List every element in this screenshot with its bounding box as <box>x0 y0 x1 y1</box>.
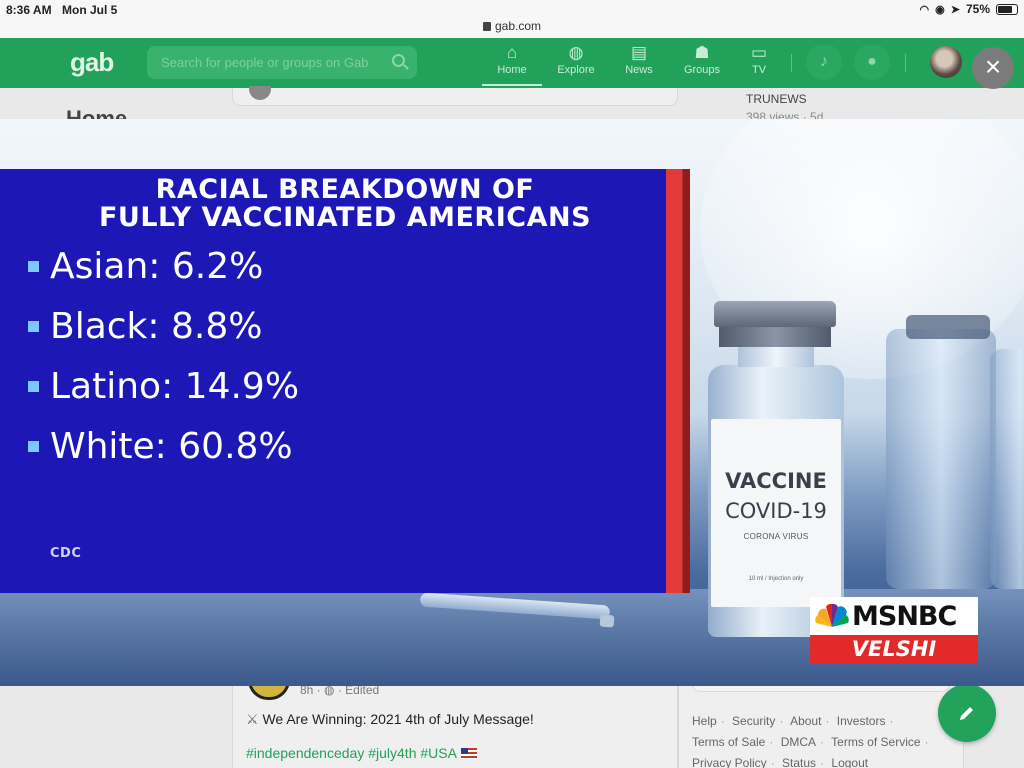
footer-link-privacy[interactable]: Privacy Policy <box>692 756 767 768</box>
bullet-marker <box>28 381 39 392</box>
notifications-bell-icon[interactable]: ♪ <box>806 44 842 80</box>
bullet-marker <box>28 261 39 272</box>
nav-groups-label: Groups <box>683 64 721 76</box>
background-vial <box>886 329 996 589</box>
graphic-heading-line2: FULLY VACCINATED AMERICANS <box>98 202 592 233</box>
nav-explore-label: Explore <box>557 64 595 76</box>
status-indicators: ◠ ◉ ➤ 75% <box>920 2 1018 16</box>
vial-label-line1: VACCINE <box>725 469 827 493</box>
post-edited: Edited <box>345 683 380 697</box>
globe-icon: ◍ · <box>324 683 346 697</box>
lock-icon <box>482 22 491 31</box>
globe-icon: ◍ <box>568 43 584 62</box>
footer-link-help[interactable]: Help <box>692 714 717 728</box>
syringe-needle <box>599 614 615 628</box>
battery-icon <box>996 3 1018 15</box>
nav-news-label: News <box>625 64 653 76</box>
graphic-accent-bar <box>666 169 690 593</box>
vial-label <box>711 419 841 607</box>
stat-asian: Asian: 6.2% <box>50 246 264 287</box>
post-title: We Are Winning: 2021 4th of July Message… <box>262 711 534 727</box>
vial-crimp <box>719 325 831 347</box>
post-text: ⚔ We Are Winning: 2021 4th of July Messa… <box>246 711 534 728</box>
wifi-icon: ◠ <box>919 3 930 16</box>
orientation-lock-icon: ◉ <box>935 3 945 16</box>
post-card <box>232 686 678 768</box>
nav-news[interactable]: ▤ News <box>609 42 669 76</box>
nav-home-label: Home <box>497 64 527 76</box>
home-icon: ⌂ <box>506 43 518 62</box>
nav-divider <box>905 54 906 72</box>
compose-post-button[interactable] <box>938 684 996 742</box>
pencil-icon <box>960 707 973 720</box>
sidebar-video-title[interactable]: TRUNEWS <box>746 92 807 106</box>
footer-link-logout[interactable]: Logout <box>831 756 869 768</box>
vial-label-line3: CORONA VIRUS <box>743 532 809 541</box>
gab-logo[interactable]: gab <box>70 47 114 77</box>
nav-tv-label: TV <box>751 64 767 76</box>
newspaper-icon: ▤ <box>630 43 648 62</box>
footer-links: Help · Security · About · Investors · Terms … <box>692 714 929 768</box>
footer-link-dmca[interactable]: DMCA <box>780 735 817 749</box>
footer-link-terms-of-service[interactable]: Terms of Service <box>831 735 921 749</box>
network-logo: MSNBC VELSHI <box>810 597 978 663</box>
show-name: VELSHI <box>851 637 937 661</box>
peacock-icon <box>815 603 849 627</box>
composer-avatar <box>249 86 271 100</box>
user-avatar[interactable] <box>930 46 962 78</box>
groups-icon: ☗ <box>694 43 710 62</box>
stat-white: White: 60.8% <box>50 426 293 467</box>
footer-link-about[interactable]: About <box>790 714 822 728</box>
post-meta: 8h · ◍ · Edited <box>300 683 379 697</box>
lightbulb-icon[interactable]: ● <box>854 44 890 80</box>
search-icon[interactable] <box>392 54 405 67</box>
graphic-source: CDC <box>50 546 82 561</box>
top-nav-bar: gab Search for people or groups on Gab ⌂… <box>0 38 1024 88</box>
post-tags-text[interactable]: #independenceday #july4th #USA <box>246 745 457 761</box>
vial-neck <box>738 347 814 367</box>
status-time: 8:36 AM <box>6 3 52 17</box>
nav-tv[interactable]: ▭ TV <box>729 42 789 76</box>
composer-card <box>232 86 678 106</box>
vial-label-line4: 10 ml / Injection only <box>748 576 804 582</box>
footer-link-investors[interactable]: Investors <box>836 714 886 728</box>
battery-percent: 75% <box>965 2 990 16</box>
footer-link-status[interactable]: Status <box>782 756 817 768</box>
network-name: MSNBC <box>852 601 957 632</box>
status-date: Mon Jul 5 <box>62 3 118 17</box>
nav-home[interactable]: ⌂ Home <box>482 42 542 86</box>
close-media-button[interactable]: × <box>972 47 1014 89</box>
nav-groups[interactable]: ☗ Groups <box>672 42 732 76</box>
location-icon: ➤ <box>950 3 960 16</box>
status-bar: 8:36 AM Mon Jul 5 gab.com ◠ ◉ ➤ 75% <box>0 0 1024 38</box>
media-viewer-image: RACIAL BREAKDOWN OF FULLY VACCINATED AME… <box>0 119 1024 686</box>
footer-link-security[interactable]: Security <box>732 714 776 728</box>
background-vial-cap <box>906 315 990 339</box>
footer-link-terms-of-sale[interactable]: Terms of Sale <box>692 735 766 749</box>
address-url: gab.com <box>494 19 542 33</box>
tv-icon: ▭ <box>750 43 768 62</box>
nav-explore[interactable]: ◍ Explore <box>546 42 606 76</box>
background-vial <box>990 349 1024 589</box>
nav-divider <box>791 54 792 72</box>
sidebar-panel <box>678 686 964 768</box>
post-hashtags[interactable]: #independenceday #july4th #USA <box>246 745 477 761</box>
graphic-panel <box>0 169 666 593</box>
us-flag-icon <box>460 748 477 759</box>
stat-latino: Latino: 14.9% <box>50 366 300 407</box>
stat-black: Black: 8.8% <box>50 306 263 347</box>
vial-cap <box>714 301 836 327</box>
bullet-marker <box>28 441 39 452</box>
crossed-swords-icon: ⚔ <box>246 711 263 727</box>
post-timestamp[interactable]: 8h · <box>300 683 325 697</box>
search-input[interactable]: Search for people or groups on Gab <box>147 46 417 79</box>
vial-label-line2: COVID-19 <box>725 499 827 523</box>
search-placeholder: Search for people or groups on Gab <box>161 55 369 70</box>
graphic-heading-line1: RACIAL BREAKDOWN OF <box>155 174 535 205</box>
bullet-marker <box>28 321 39 332</box>
address-bar[interactable]: gab.com <box>0 19 1024 33</box>
